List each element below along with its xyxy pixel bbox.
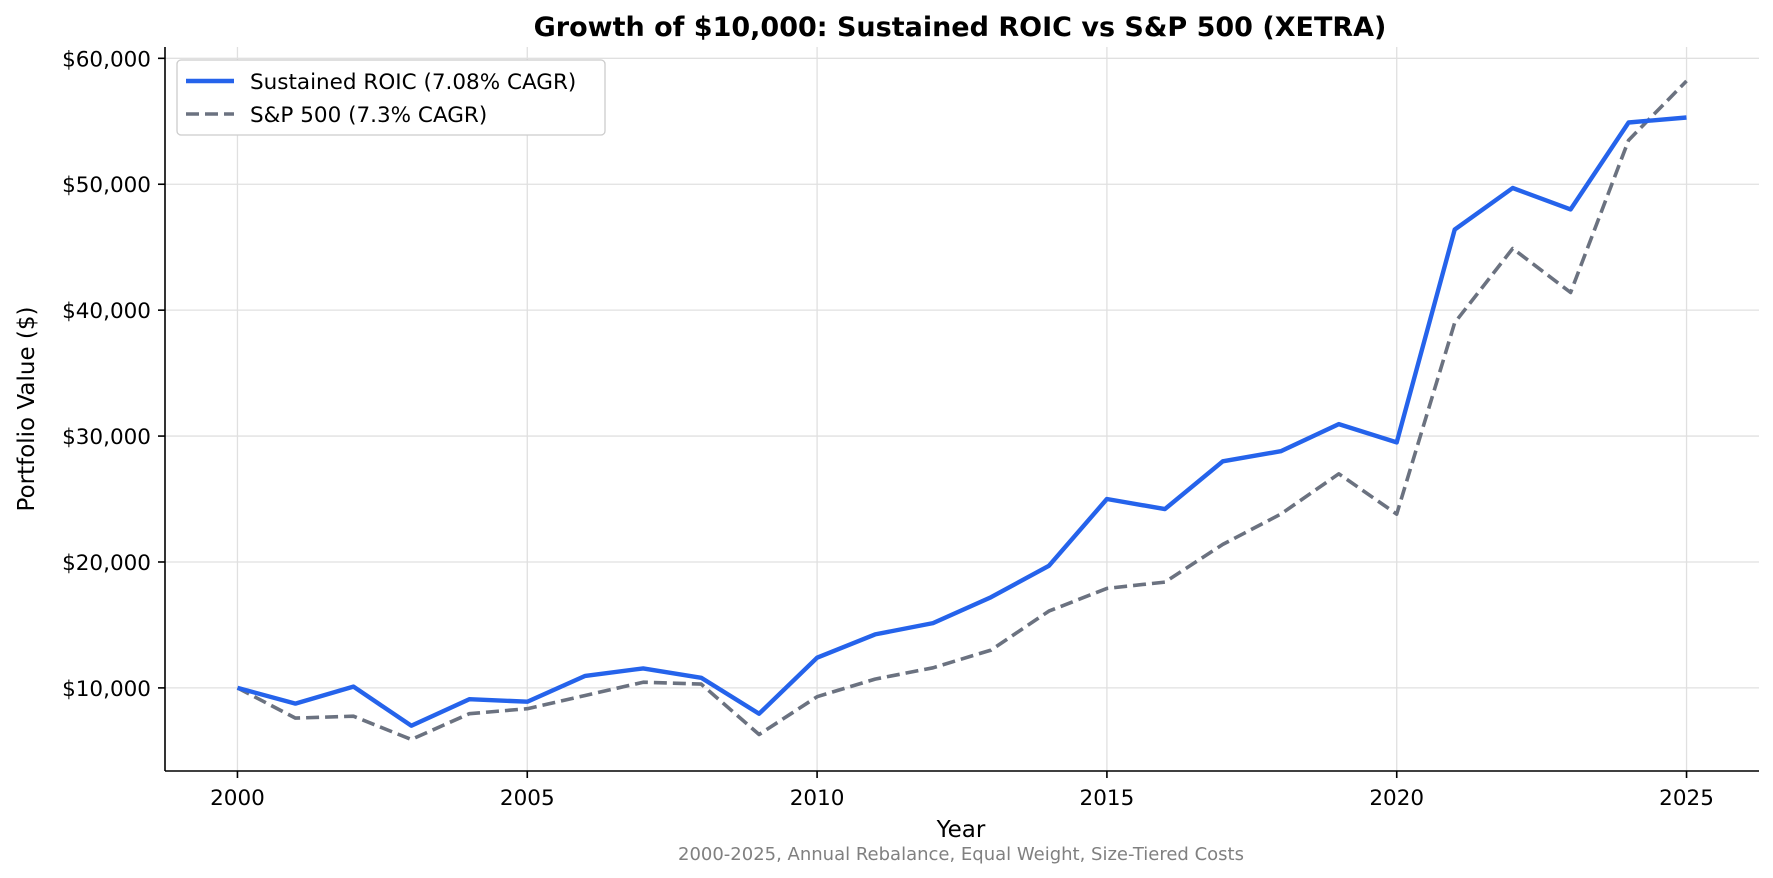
legend-label: S&P 500 (7.3% CAGR): [250, 103, 487, 128]
x-axis-ticks: 2000 2005 2010 2015 2020 2025: [210, 771, 1714, 811]
y-axis-label: Portfolio Value ($): [14, 307, 40, 512]
legend-label: Sustained ROIC (7.08% CAGR): [250, 70, 576, 95]
legend: Sustained ROIC (7.08% CAGR) S&P 500 (7.3%…: [176, 59, 606, 136]
chart-subtitle: 2000-2025, Annual Rebalance, Equal Weigh…: [678, 844, 1244, 865]
y-tick-label: $60,000: [62, 47, 151, 72]
x-tick-label: 2000: [210, 786, 265, 811]
x-tick-label: 2010: [790, 786, 845, 811]
y-tick-label: $30,000: [62, 425, 151, 450]
chart-title: Growth of $10,000: Sustained ROIC vs S&P…: [534, 12, 1387, 43]
y-tick-label: $20,000: [62, 551, 151, 576]
series-line-benchmark: [236, 79, 1688, 742]
y-tick-label: $40,000: [62, 299, 151, 324]
series-layer: [236, 79, 1688, 742]
x-tick-label: 2005: [500, 786, 555, 811]
y-axis-ticks: $10,000 $20,000 $30,000 $40,000 $50,000 $60,0…: [62, 47, 165, 702]
x-tick-label: 2025: [1659, 786, 1714, 811]
x-axis-label: Year: [936, 817, 986, 843]
legend-box: [176, 59, 606, 136]
x-tick-label: 2020: [1369, 786, 1424, 811]
y-gridlines: [165, 57, 1759, 689]
x-tick-label: 2015: [1080, 786, 1135, 811]
series-line-strategy: [236, 115, 1687, 728]
y-tick-label: $50,000: [62, 173, 151, 198]
x-gridlines: [236, 47, 1688, 771]
y-tick-label: $10,000: [62, 677, 151, 702]
